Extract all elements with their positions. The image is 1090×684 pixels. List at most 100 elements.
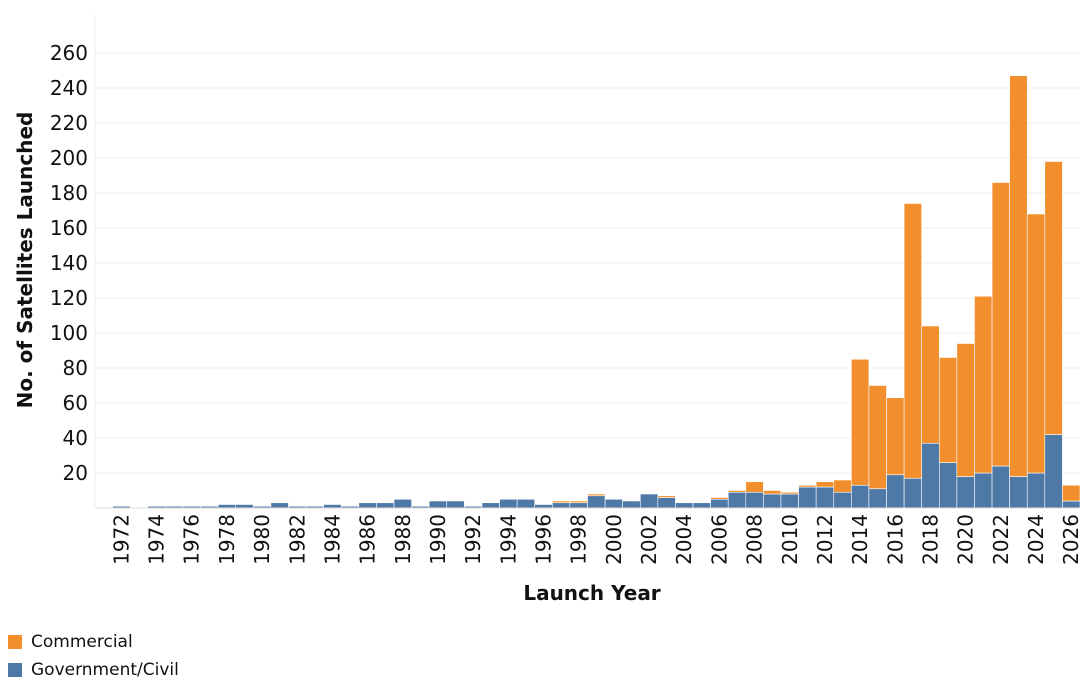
- bar-government-civil-2025[interactable]: [1044, 434, 1063, 509]
- x-tick-label: 2020: [954, 514, 978, 565]
- bar-government-civil-2007[interactable]: [727, 491, 747, 509]
- bar-commercial-1999[interactable]: [587, 493, 606, 497]
- bar-government-civil-1988[interactable]: [393, 498, 412, 509]
- y-tick-label: 160: [50, 216, 88, 240]
- bar-commercial-2007[interactable]: [727, 490, 747, 493]
- y-tick-label: 100: [50, 321, 88, 345]
- bar-commercial-2010[interactable]: [780, 491, 799, 495]
- bar-commercial-2009[interactable]: [763, 490, 782, 495]
- bar-commercial-1998[interactable]: [569, 500, 588, 504]
- bar-government-civil-2003[interactable]: [657, 497, 676, 509]
- bar-government-civil-1978[interactable]: [217, 504, 237, 509]
- bar-government-civil-2001[interactable]: [622, 500, 641, 509]
- bar-government-civil-1993[interactable]: [481, 502, 500, 509]
- bar-commercial-2022[interactable]: [991, 182, 1010, 467]
- bar-government-civil-2008[interactable]: [745, 491, 764, 509]
- bar-commercial-2006[interactable]: [710, 497, 729, 500]
- bar-commercial-2024[interactable]: [1026, 213, 1046, 474]
- bar-government-civil-2019[interactable]: [938, 462, 958, 509]
- bar-government-civil-2024[interactable]: [1026, 472, 1046, 509]
- bar-commercial-2008[interactable]: [745, 481, 764, 493]
- x-tick-label: 1978: [215, 514, 239, 565]
- bar-commercial-2013[interactable]: [833, 479, 852, 493]
- y-tick-label: 120: [50, 286, 88, 310]
- x-tick-label: 1986: [356, 514, 380, 565]
- bar-government-civil-1986[interactable]: [358, 502, 377, 509]
- bar-commercial-2012[interactable]: [815, 481, 835, 488]
- bar-commercial-2025[interactable]: [1044, 161, 1063, 435]
- bar-government-civil-2009[interactable]: [763, 493, 782, 509]
- x-tick-label: 1992: [461, 514, 485, 565]
- bar-government-civil-2004[interactable]: [675, 502, 694, 509]
- bar-government-civil-1984[interactable]: [323, 504, 342, 509]
- bar-commercial-2020[interactable]: [956, 343, 975, 477]
- bar-government-civil-1981[interactable]: [270, 502, 289, 509]
- y-tick-label: 220: [50, 111, 88, 135]
- bar-commercial-2011[interactable]: [798, 484, 817, 488]
- x-tick-label: 2004: [672, 514, 696, 565]
- x-tick-label: 2014: [848, 514, 872, 565]
- bar-government-civil-1999[interactable]: [587, 495, 606, 509]
- bar-commercial-2023[interactable]: [1009, 75, 1028, 477]
- bar-commercial-2021[interactable]: [974, 295, 993, 474]
- legend-label-commercial: Commercial: [31, 632, 133, 652]
- bar-government-civil-2015[interactable]: [868, 488, 887, 509]
- bar-commercial-2003[interactable]: [657, 495, 676, 498]
- bar-government-civil-2011[interactable]: [798, 486, 817, 509]
- bar-government-civil-2000[interactable]: [604, 498, 623, 509]
- bar-government-civil-1987[interactable]: [376, 502, 395, 509]
- bar-government-civil-1995[interactable]: [516, 498, 536, 509]
- stacked-bar-chart: 20 40 60 80 100 120 140 160 180 200 220 240 260 1972…: [13, 15, 1083, 605]
- x-tick-label: 2000: [602, 514, 626, 565]
- bar-government-civil-2013[interactable]: [833, 491, 852, 509]
- x-tick-label: 1982: [285, 514, 309, 565]
- bar-commercial-2018[interactable]: [921, 325, 940, 444]
- bar-government-civil-1979[interactable]: [235, 504, 254, 509]
- y-tick-label: 80: [63, 356, 88, 380]
- bar-government-civil-2022[interactable]: [991, 465, 1010, 509]
- bar-commercial-1997[interactable]: [552, 500, 571, 504]
- bar-government-civil-1990[interactable]: [428, 500, 448, 509]
- bar-commercial-2015[interactable]: [868, 385, 887, 490]
- x-tick-label: 2012: [813, 514, 837, 565]
- y-tick-label: 20: [63, 461, 88, 485]
- bar-government-civil-1998[interactable]: [569, 502, 588, 509]
- x-tick-label: 1984: [320, 514, 344, 565]
- bar-commercial-2017[interactable]: [903, 203, 922, 479]
- x-tick-label: 1976: [180, 514, 204, 565]
- bar-government-civil-2023[interactable]: [1009, 476, 1028, 509]
- bar-government-civil-2010[interactable]: [780, 493, 799, 509]
- bar-government-civil-2006[interactable]: [710, 498, 729, 509]
- bar-government-civil-2016[interactable]: [886, 474, 905, 509]
- legend-label-government-civil: Government/Civil: [31, 660, 179, 680]
- bar-government-civil-2005[interactable]: [692, 502, 711, 509]
- bar-government-civil-1994[interactable]: [499, 498, 518, 509]
- bar-government-civil-2012[interactable]: [815, 486, 835, 509]
- x-tick-label: 1998: [567, 514, 591, 565]
- x-tick-label: 2016: [883, 514, 907, 565]
- y-tick-label: 140: [50, 251, 88, 275]
- bar-commercial-2016[interactable]: [886, 397, 905, 476]
- bar-government-civil-1996[interactable]: [534, 504, 553, 509]
- bar-commercial-2014[interactable]: [851, 358, 870, 486]
- bar-government-civil-2002[interactable]: [639, 493, 659, 509]
- bar-government-civil-1991[interactable]: [446, 500, 465, 509]
- bar-government-civil-2020[interactable]: [956, 476, 975, 509]
- bar-government-civil-2021[interactable]: [974, 472, 993, 509]
- legend-item-commercial[interactable]: Commercial: [8, 628, 179, 656]
- x-tick-label: 2026: [1059, 514, 1083, 565]
- y-tick-label: 260: [50, 41, 88, 65]
- bar-government-civil-2017[interactable]: [903, 477, 922, 509]
- bar-government-civil-2014[interactable]: [851, 484, 870, 509]
- x-tick-label: 1972: [109, 514, 133, 565]
- bar-government-civil-2026[interactable]: [1062, 500, 1081, 509]
- bar-commercial-2026[interactable]: [1062, 484, 1081, 502]
- x-axis-title: Launch Year: [523, 581, 660, 605]
- bars: [112, 75, 1081, 509]
- bar-government-civil-2018[interactable]: [921, 442, 940, 509]
- legend-swatch-government-civil: [8, 663, 22, 677]
- legend-item-government-civil[interactable]: Government/Civil: [8, 656, 179, 684]
- bar-commercial-2019[interactable]: [938, 357, 958, 463]
- x-tick-label: 2022: [989, 514, 1013, 565]
- bar-government-civil-1997[interactable]: [552, 502, 571, 509]
